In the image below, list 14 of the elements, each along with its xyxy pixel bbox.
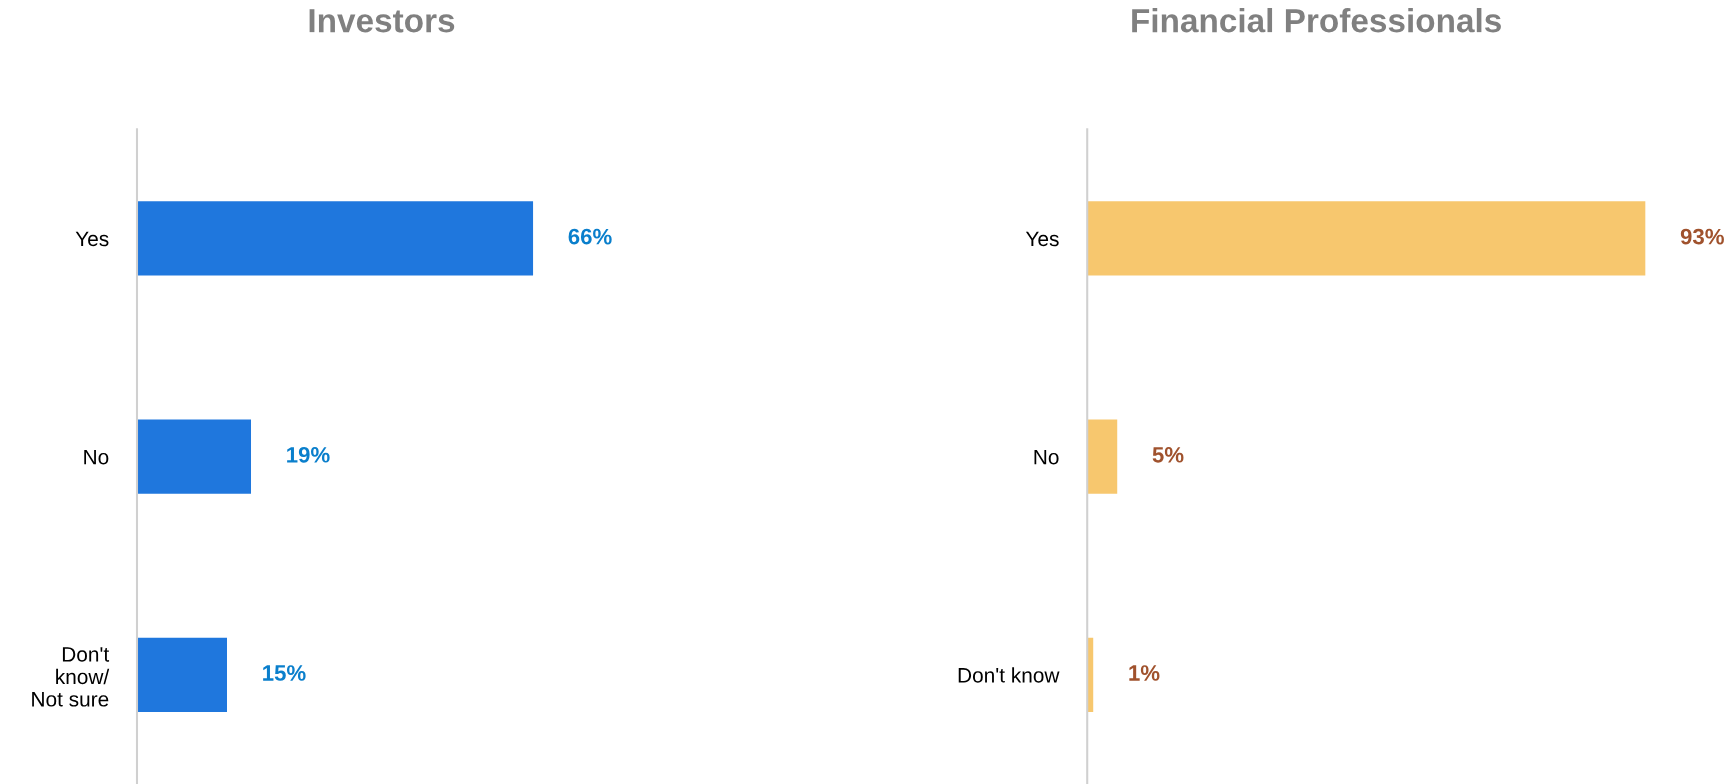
y-tick-label: Don't know <box>958 667 1060 683</box>
data-label: 66% <box>568 228 612 245</box>
y-tick-label: Don't know/ Not sure <box>32 647 110 707</box>
data-label: 15% <box>263 665 306 681</box>
data-label: 1% <box>1129 665 1160 681</box>
y-tick-label: Yes <box>75 231 109 247</box>
data-label: 19% <box>287 446 330 463</box>
chart-title: Investors <box>309 9 455 33</box>
chart-title: Financial Professionals <box>1132 7 1501 33</box>
y-tick-label: No <box>1034 449 1059 465</box>
data-label: 93% <box>1680 228 1724 245</box>
data-label: 5% <box>1152 446 1184 463</box>
y-tick-label: Yes <box>1025 231 1059 247</box>
y-tick-label: No <box>84 449 109 465</box>
